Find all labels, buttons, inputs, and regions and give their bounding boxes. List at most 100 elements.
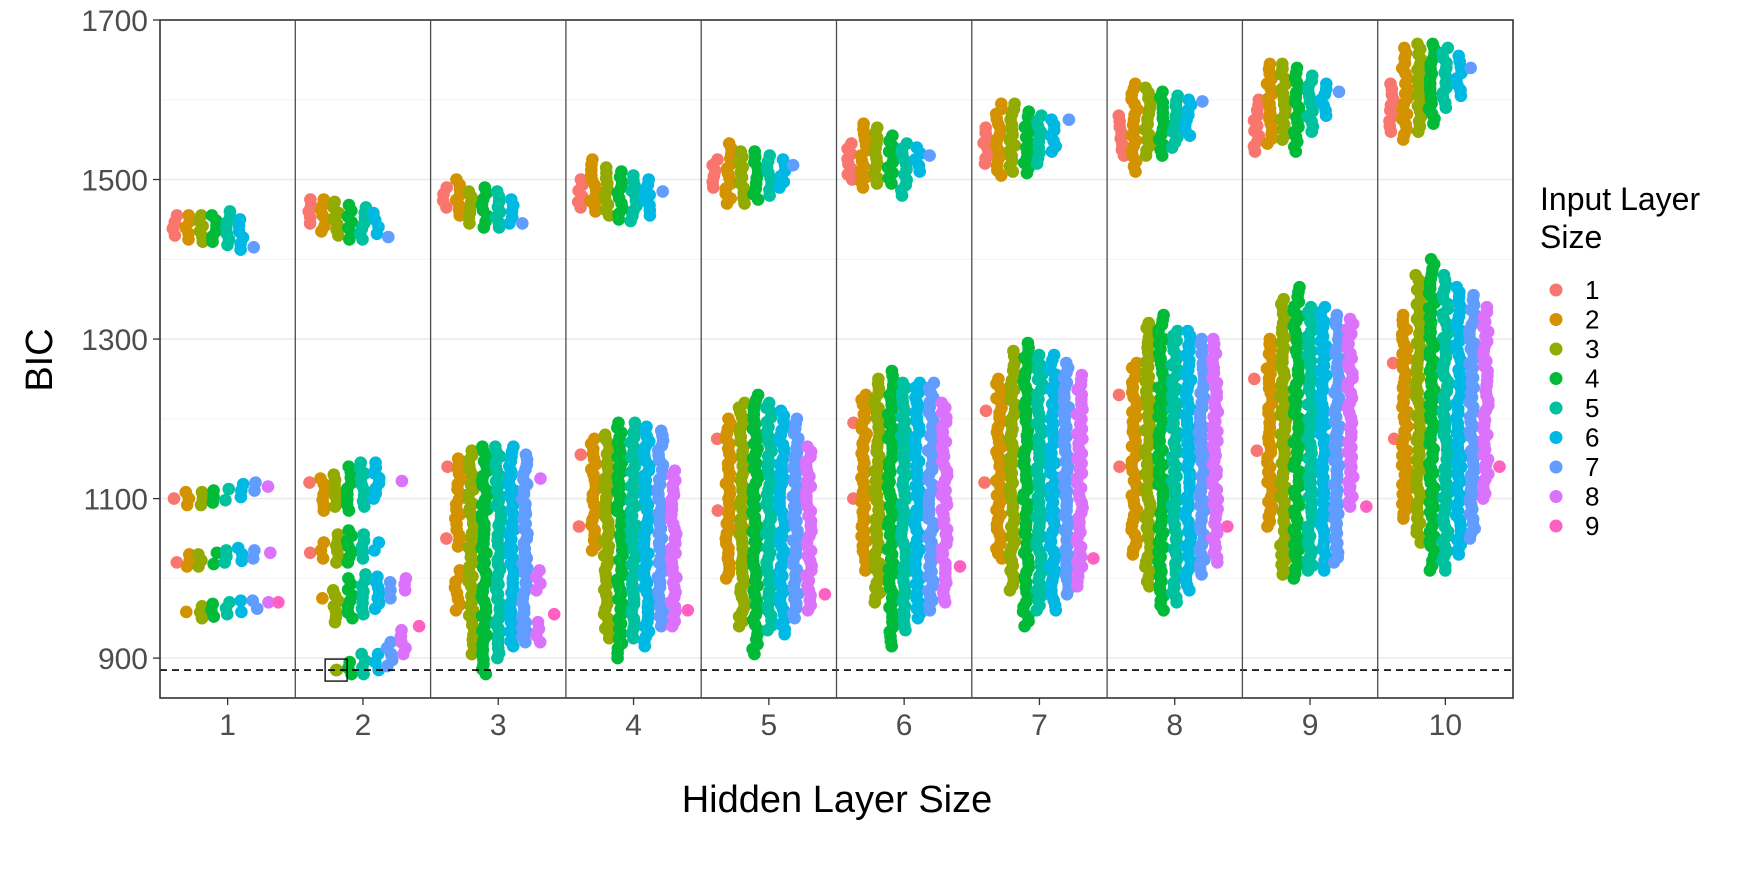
- data-point-input-3: [1277, 292, 1290, 306]
- data-point-input-1: [574, 173, 588, 186]
- y-axis-ticks: 900 1100 1300 1500 1700: [81, 5, 160, 676]
- data-point-input-2: [1396, 308, 1410, 322]
- data-point-input-6: [507, 440, 520, 454]
- data-point-input-7: [246, 594, 259, 607]
- data-point-input-4: [207, 484, 220, 497]
- legend-key-6: [1549, 431, 1563, 444]
- data-point-input-5: [763, 149, 776, 162]
- data-point-input-5: [354, 456, 368, 470]
- data-point-input-5: [223, 205, 237, 218]
- y-tick-label: 1700: [81, 5, 148, 38]
- data-point-input-5: [896, 376, 910, 390]
- data-point-input-3: [1409, 268, 1422, 282]
- data-point-input-1: [845, 137, 858, 150]
- data-point-input-3: [598, 428, 612, 442]
- data-point-input-2: [182, 209, 195, 222]
- data-point-input-8: [1343, 312, 1357, 326]
- data-point-input-1: [1112, 388, 1126, 402]
- data-point-input-6: [367, 206, 380, 220]
- x-axis-ticks: 1 2 3 4 5 6 7 8 9 10: [219, 698, 1462, 742]
- data-point-input-6: [910, 141, 924, 154]
- data-point-input-7: [1196, 95, 1209, 108]
- data-point-input-5: [1304, 300, 1318, 314]
- data-point-input-4: [478, 181, 492, 194]
- min-bic-point: [329, 663, 343, 677]
- data-point-input-8: [395, 474, 409, 488]
- data-point-input-6: [1320, 77, 1333, 91]
- data-point-input-7: [383, 576, 397, 589]
- x-tick-label: 7: [1031, 709, 1048, 742]
- data-point-input-7: [1332, 85, 1346, 99]
- legend-title-line-2: Size: [1540, 219, 1602, 255]
- data-point-input-2: [179, 485, 193, 499]
- data-point-input-2: [453, 564, 467, 577]
- panel-frame: [159, 19, 1514, 699]
- data-point-input-5: [1441, 41, 1455, 55]
- data-point-input-8: [533, 564, 546, 577]
- data-point-input-2: [1263, 57, 1277, 71]
- y-tick-label: 900: [98, 643, 148, 676]
- data-point-input-6: [1182, 93, 1195, 107]
- data-point-input-9: [1360, 500, 1373, 513]
- data-point-input-1: [572, 520, 586, 533]
- data-point-input-6: [236, 477, 250, 491]
- data-point-input-6: [640, 420, 653, 434]
- legend-label-8: 8: [1585, 482, 1599, 512]
- data-point-input-5: [627, 169, 640, 182]
- data-point-input-5: [490, 185, 504, 198]
- data-point-input-3: [1411, 37, 1424, 51]
- data-point-input-2: [1130, 356, 1143, 370]
- data-point-input-4: [476, 440, 489, 454]
- data-point-input-7: [384, 635, 398, 649]
- data-point-input-2: [1398, 41, 1411, 55]
- data-point-input-4: [1156, 85, 1169, 99]
- legend-key-2: [1549, 313, 1563, 326]
- data-point-input-2: [180, 605, 193, 619]
- legend-label-6: 6: [1585, 423, 1599, 453]
- legend-key-9: [1549, 519, 1563, 533]
- data-point-input-3: [192, 548, 205, 561]
- data-point-input-1: [711, 504, 725, 517]
- data-point-input-2: [1128, 77, 1142, 91]
- data-point-input-1: [440, 181, 454, 194]
- data-point-input-2: [588, 432, 601, 446]
- data-point-input-1: [574, 448, 588, 462]
- legend-key-8: [1549, 490, 1563, 503]
- data-point-input-1: [303, 546, 317, 560]
- data-point-input-4: [342, 198, 356, 212]
- data-point-input-5: [355, 647, 368, 661]
- data-point-input-5: [1437, 268, 1451, 282]
- x-tick-label: 4: [625, 709, 642, 742]
- data-point-input-4: [205, 209, 219, 222]
- data-point-input-1: [170, 556, 184, 569]
- data-point-input-9: [953, 560, 967, 573]
- data-point-input-1: [1113, 460, 1126, 474]
- data-point-input-8: [261, 480, 275, 493]
- data-point-input-2: [857, 117, 870, 130]
- data-point-input-2: [1263, 332, 1277, 346]
- x-tick-label: 10: [1429, 709, 1462, 742]
- data-point-input-2: [316, 592, 329, 605]
- data-point-input-6: [372, 536, 386, 549]
- data-point-input-6: [1452, 49, 1465, 63]
- x-tick-label: 2: [355, 709, 372, 742]
- data-point-input-3: [599, 161, 613, 174]
- data-point-input-4: [1157, 308, 1170, 322]
- data-point-input-4: [751, 388, 765, 402]
- data-point-input-6: [776, 153, 790, 166]
- data-point-input-9: [412, 619, 426, 633]
- data-point-input-7: [1195, 332, 1208, 346]
- data-point-input-7: [786, 158, 800, 172]
- data-point-input-7: [516, 217, 529, 230]
- data-point-input-4: [1293, 280, 1306, 294]
- data-point-input-5: [219, 493, 232, 507]
- data-point-input-5: [1035, 109, 1048, 122]
- data-point-input-3: [465, 444, 479, 458]
- data-point-input-9: [272, 596, 285, 609]
- data-point-input-7: [1330, 308, 1344, 322]
- data-point-input-1: [1384, 77, 1397, 91]
- data-point-input-4: [885, 364, 899, 378]
- data-point-input-4: [1424, 252, 1438, 266]
- data-point-input-4: [886, 129, 899, 142]
